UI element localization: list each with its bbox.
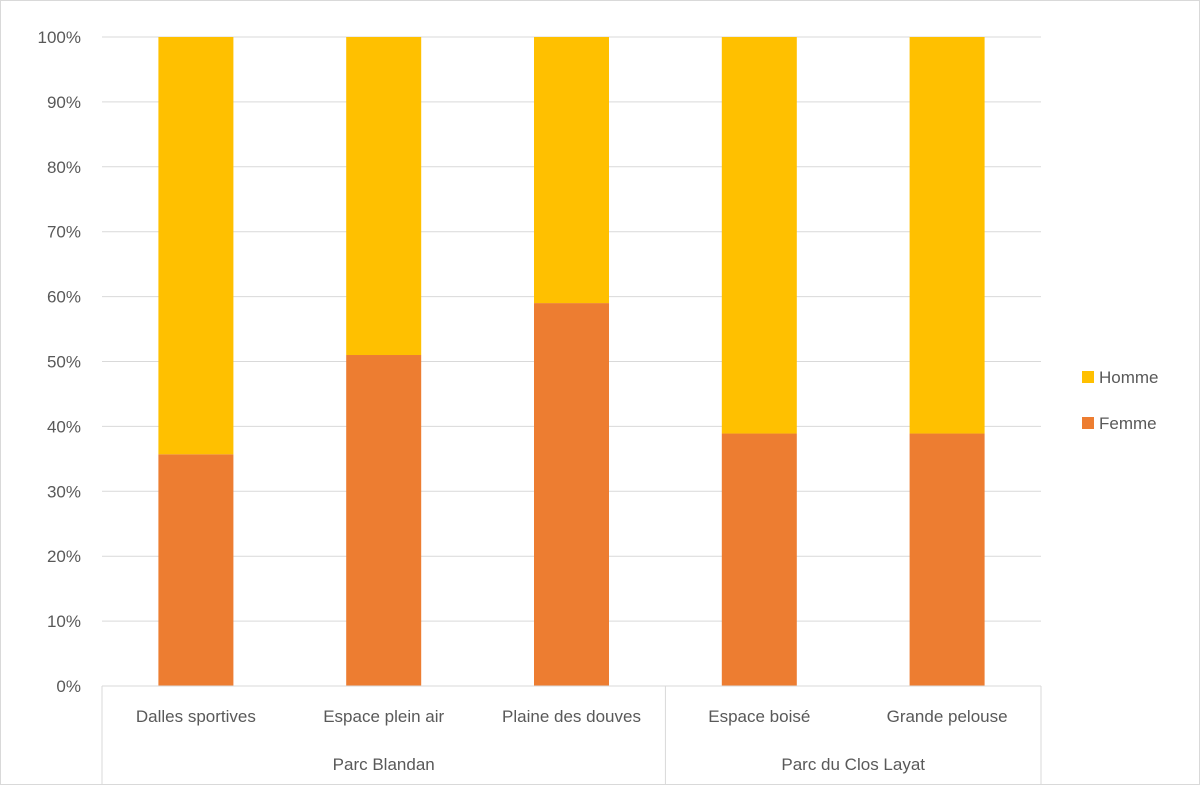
legend-label-homme: Homme	[1099, 368, 1159, 387]
y-tick-label: 70%	[47, 223, 81, 242]
legend-label-femme: Femme	[1099, 414, 1157, 433]
bar-femme-grande-pelouse	[909, 433, 985, 686]
legend-swatch-homme	[1082, 371, 1094, 383]
x-category-label: Plaine des douves	[502, 707, 641, 726]
bar-homme-espace-plein-air	[346, 37, 422, 356]
y-tick-label: 50%	[47, 353, 81, 372]
bar-femme-plaine-des-douves	[534, 303, 609, 686]
x-category-label: Grande pelouse	[887, 707, 1008, 726]
bar-homme-plaine-des-douves	[534, 37, 609, 304]
bar-femme-espace-boise	[721, 433, 797, 686]
y-axis-tick-labels: 0% 10% 20% 30% 40% 50% 60% 70% 80% 90% 100%	[38, 28, 81, 696]
y-tick-label: 60%	[47, 288, 81, 307]
x-axis-category-labels: Dalles sportives Espace plein air Plaine d…	[136, 707, 1008, 726]
x-axis	[101, 685, 1042, 784]
x-axis-group-labels: Parc Blandan Parc du Clos Layat	[333, 755, 926, 774]
legend: Homme Femme	[1082, 368, 1159, 433]
y-tick-label: 90%	[47, 93, 81, 112]
y-tick-label: 20%	[47, 547, 81, 566]
x-group-label: Parc Blandan	[333, 755, 435, 774]
y-tick-label: 0%	[56, 677, 81, 696]
x-category-label: Dalles sportives	[136, 707, 256, 726]
y-tick-label: 40%	[47, 417, 81, 436]
x-group-label: Parc du Clos Layat	[781, 755, 925, 774]
y-tick-label: 30%	[47, 482, 81, 501]
y-tick-label: 100%	[38, 28, 81, 47]
legend-swatch-femme	[1082, 417, 1094, 429]
x-category-label: Espace boisé	[708, 707, 810, 726]
bar-femme-espace-plein-air	[346, 355, 422, 686]
y-tick-label: 10%	[47, 612, 81, 631]
bars	[158, 37, 985, 686]
bar-homme-espace-boise	[721, 37, 797, 434]
bar-homme-dalles-sportives	[158, 37, 234, 455]
x-category-label: Espace plein air	[323, 707, 444, 726]
y-tick-label: 80%	[47, 158, 81, 177]
bar-homme-grande-pelouse	[909, 37, 985, 434]
bar-femme-dalles-sportives	[158, 454, 234, 686]
